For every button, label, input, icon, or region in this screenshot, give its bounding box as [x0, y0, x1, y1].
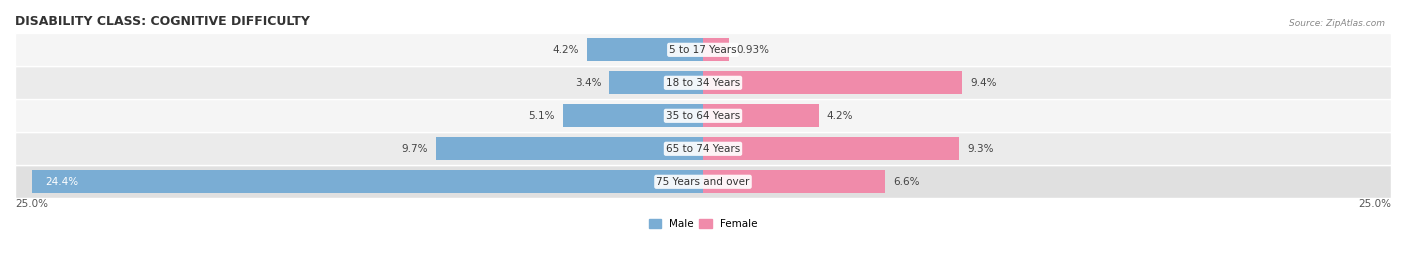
Bar: [15, 165, 1391, 198]
Bar: [562, 104, 703, 127]
Bar: [15, 33, 1391, 66]
Bar: [31, 170, 703, 193]
Text: 25.0%: 25.0%: [15, 199, 48, 209]
Bar: [15, 66, 1391, 99]
Text: 4.2%: 4.2%: [553, 45, 579, 55]
Text: 3.4%: 3.4%: [575, 78, 602, 88]
Bar: [703, 170, 884, 193]
Text: DISABILITY CLASS: COGNITIVE DIFFICULTY: DISABILITY CLASS: COGNITIVE DIFFICULTY: [15, 15, 309, 28]
Text: 4.2%: 4.2%: [827, 111, 853, 121]
Bar: [436, 137, 703, 160]
Text: 5 to 17 Years: 5 to 17 Years: [669, 45, 737, 55]
Text: 24.4%: 24.4%: [45, 177, 79, 187]
Legend: Male, Female: Male, Female: [648, 219, 758, 229]
Bar: [703, 104, 818, 127]
Bar: [15, 132, 1391, 165]
Text: 9.4%: 9.4%: [970, 78, 997, 88]
Bar: [703, 137, 959, 160]
Text: 5.1%: 5.1%: [527, 111, 554, 121]
Text: 35 to 64 Years: 35 to 64 Years: [666, 111, 740, 121]
Bar: [609, 71, 703, 94]
Text: 18 to 34 Years: 18 to 34 Years: [666, 78, 740, 88]
Text: Source: ZipAtlas.com: Source: ZipAtlas.com: [1289, 19, 1385, 28]
Text: 75 Years and over: 75 Years and over: [657, 177, 749, 187]
Text: 9.7%: 9.7%: [401, 144, 427, 154]
Bar: [703, 38, 728, 61]
Text: 65 to 74 Years: 65 to 74 Years: [666, 144, 740, 154]
Text: 25.0%: 25.0%: [1358, 199, 1391, 209]
Bar: [15, 99, 1391, 132]
Text: 6.6%: 6.6%: [893, 177, 920, 187]
Bar: [703, 71, 962, 94]
Text: 0.93%: 0.93%: [737, 45, 770, 55]
Text: 9.3%: 9.3%: [967, 144, 994, 154]
Bar: [588, 38, 703, 61]
